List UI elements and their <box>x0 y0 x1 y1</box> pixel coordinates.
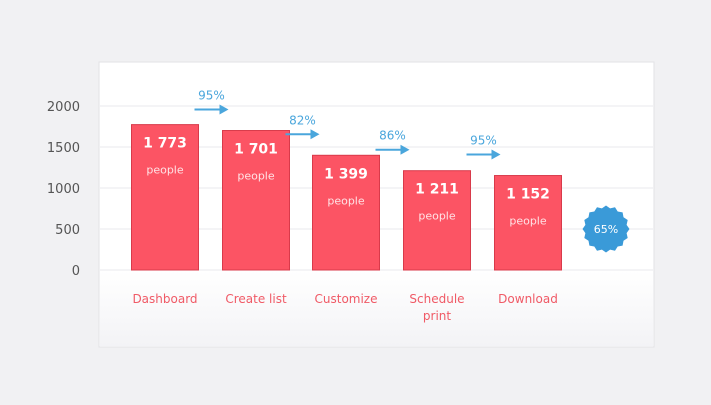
y-tick-label: 500 <box>55 223 80 238</box>
conversion-rate-label: 95% <box>470 134 497 148</box>
category-label: Download <box>498 292 558 306</box>
total-conversion-badge: 65% <box>582 205 630 253</box>
y-tick-label: 1500 <box>47 141 80 156</box>
bar <box>403 170 471 271</box>
conversion-rate-label: 86% <box>379 129 406 143</box>
arrow-head-icon <box>491 149 501 160</box>
bar <box>222 130 290 271</box>
bar <box>131 124 199 271</box>
bar-value-label: 1 773 <box>143 136 187 152</box>
category-label: Dashboard <box>132 292 197 306</box>
bar-value-label: 1 399 <box>324 166 368 182</box>
category-label: Customize <box>315 292 378 306</box>
bar-unit-label: people <box>237 170 275 183</box>
arrow-head-icon <box>310 129 320 140</box>
chart-card-footer <box>100 271 653 346</box>
bar-unit-label: people <box>327 194 365 207</box>
bar-unit-label: people <box>418 210 456 223</box>
conversion-rate-label: 95% <box>198 89 225 103</box>
y-tick-label: 1000 <box>47 182 80 197</box>
arrow-head-icon <box>219 104 229 115</box>
bar <box>494 175 562 271</box>
bar-value-label: 1 701 <box>234 142 278 158</box>
bar-value-label: 1 152 <box>506 187 550 203</box>
y-tick-label: 0 <box>72 264 80 279</box>
y-tick-label: 2000 <box>47 100 80 115</box>
category-label: Create list <box>225 292 287 306</box>
badge-shape <box>582 205 630 253</box>
category-label: Schedule <box>409 292 464 306</box>
bar-unit-label: people <box>146 164 184 177</box>
bar-unit-label: people <box>509 215 547 228</box>
arrow-head-icon <box>400 144 410 155</box>
total-conversion-label: 65% <box>594 223 618 236</box>
bar <box>312 154 380 271</box>
bar-value-label: 1 211 <box>415 182 459 198</box>
category-label: print <box>423 309 451 323</box>
conversion-rate-label: 82% <box>289 113 316 127</box>
